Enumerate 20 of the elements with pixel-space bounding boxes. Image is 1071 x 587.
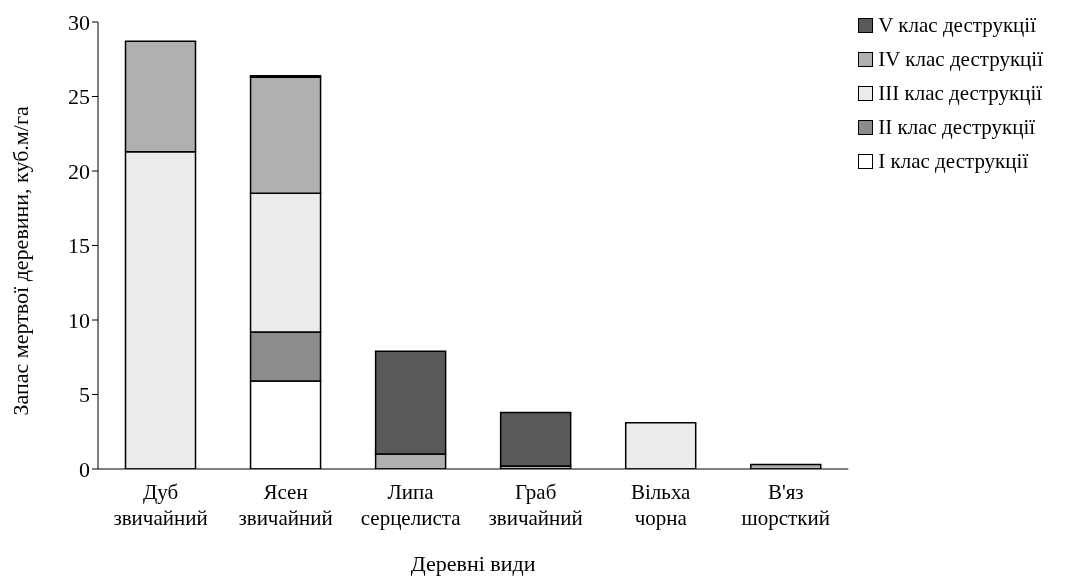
y-tick-label: 15 (68, 233, 90, 259)
x-tick-label: В'яз шорсткий (741, 480, 830, 530)
legend-label: V клас деструкції (878, 12, 1037, 38)
x-tick-label: Ясен звичайний (238, 480, 333, 530)
y-tick-label: 5 (79, 382, 90, 408)
y-axis-title: Запас мертвої деревини, куб.м/га (7, 106, 33, 416)
y-tick-label: 25 (68, 84, 90, 110)
legend-label: II клас деструкції (878, 114, 1036, 140)
x-tick-label: Липа серцелиста (360, 480, 462, 530)
x-axis-title: Деревні види (410, 551, 536, 576)
x-tick-label: Дуб звичайний (113, 480, 208, 530)
y-tick-label: 30 (68, 9, 90, 35)
legend-label: I клас деструкції (878, 148, 1029, 174)
y-tick-label: 10 (68, 307, 90, 333)
x-tick-label: Граб звичайний (488, 480, 583, 530)
x-tick-label: Вільха чорна (630, 480, 692, 530)
y-tick-label: 0 (79, 456, 90, 482)
legend-label: IV клас деструкції (878, 46, 1043, 72)
legend-label: III клас деструкції (878, 80, 1043, 106)
y-tick-label: 20 (68, 158, 90, 184)
